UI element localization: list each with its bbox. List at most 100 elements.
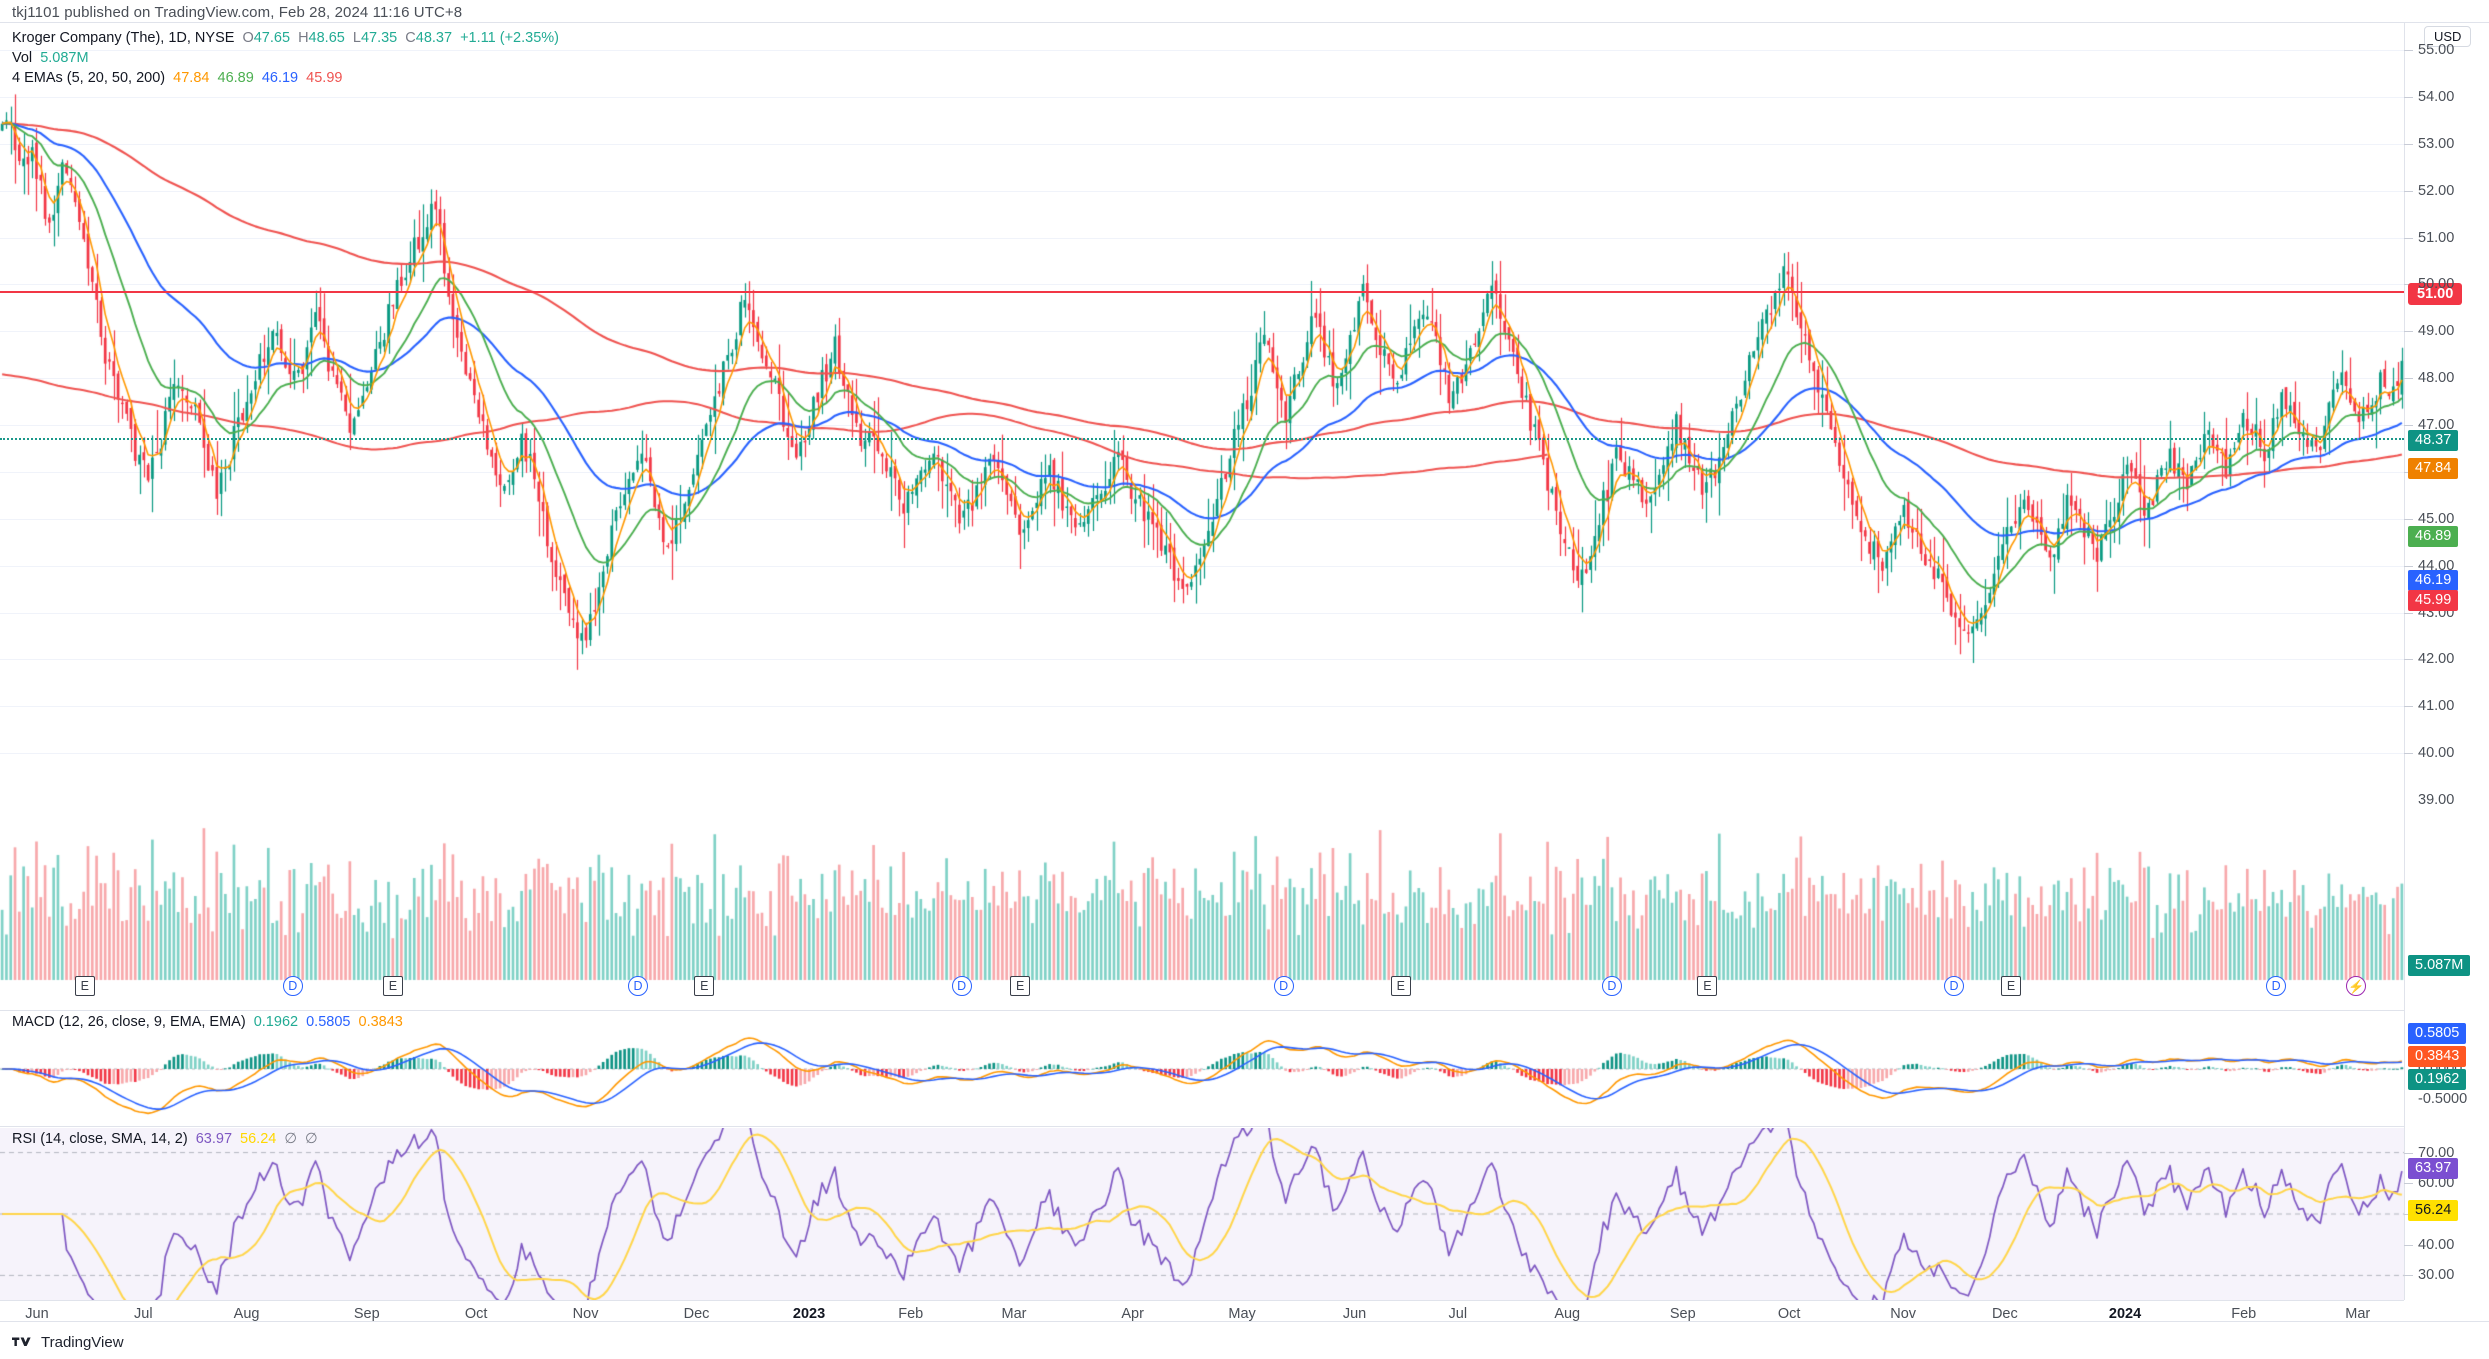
price-tick-label[interactable]: 42.00 <box>2418 651 2455 668</box>
time-tick-label[interactable]: Oct <box>464 1306 488 1322</box>
volume-legend[interactable]: Vol 5.087M <box>12 50 89 66</box>
rsi-ma-legend-value: 56.24 <box>240 1131 277 1147</box>
time-tick-label[interactable]: Sep <box>353 1306 380 1322</box>
time-tick-label[interactable]: Jun <box>1342 1306 1367 1322</box>
time-tick-label[interactable]: Feb <box>2231 1306 2257 1322</box>
rsi-tick-label[interactable]: 40.00 <box>2418 1236 2455 1253</box>
earnings-marker[interactable]: E <box>1010 976 1031 996</box>
dividend-marker[interactable]: D <box>1944 976 1965 996</box>
time-tick-label[interactable]: Mar <box>2345 1306 2371 1322</box>
ema20-legend-value: 46.89 <box>217 70 254 86</box>
price-tick-label[interactable]: 51.00 <box>2418 229 2455 246</box>
currency-chip[interactable]: USD <box>2424 26 2472 47</box>
price-tick-label[interactable]: 53.00 <box>2418 135 2455 152</box>
pane-separator-macd[interactable] <box>0 1010 2404 1011</box>
dividend-marker[interactable]: D <box>627 976 648 996</box>
price-tick-label[interactable]: 44.00 <box>2418 557 2455 574</box>
rsi-canvas[interactable] <box>0 1128 2404 1300</box>
rsi-legend[interactable]: RSI (14, close, SMA, 14, 2) 63.97 56.24 … <box>12 1131 318 1147</box>
dividend-marker[interactable]: D <box>1601 976 1622 996</box>
main-symbol-legend[interactable]: Kroger Company (The), 1D, NYSE O47.65 H4… <box>12 30 559 46</box>
time-tick-label[interactable]: Nov <box>572 1306 599 1322</box>
close-price-badge[interactable]: 48.37 <box>2408 430 2459 452</box>
time-tick-label[interactable]: Oct <box>1777 1306 1801 1322</box>
tick-mark <box>2404 378 2413 380</box>
rsi-ma-value-badge[interactable]: 56.24 <box>2408 1200 2459 1222</box>
price-tick-label[interactable]: 47.00 <box>2418 417 2455 434</box>
time-tick-label[interactable]: Feb <box>898 1306 924 1322</box>
earnings-marker[interactable]: E <box>2001 976 2022 996</box>
tick-mark <box>2404 1152 2413 1154</box>
macd-signal-badge[interactable]: 0.5805 <box>2408 1023 2467 1045</box>
macd-canvas[interactable] <box>0 1012 2404 1126</box>
macd-legend[interactable]: MACD (12, 26, close, 9, EMA, EMA) 0.1962… <box>12 1014 403 1030</box>
open-value: 47.65 <box>253 30 291 46</box>
rsi-value-badge[interactable]: 63.97 <box>2408 1158 2459 1180</box>
event-marker[interactable]: ⚡ <box>2346 976 2367 996</box>
rsi-lower-legend-value: ∅ <box>305 1131 318 1147</box>
time-tick-label[interactable]: Nov <box>1890 1306 1917 1322</box>
ema200-badge[interactable]: 45.99 <box>2408 590 2459 612</box>
time-tick-label[interactable]: 2023 <box>792 1306 826 1322</box>
volume-badge[interactable]: 5.087M <box>2408 955 2471 977</box>
time-tick-label[interactable]: May <box>1228 1306 1256 1322</box>
ema50-badge[interactable]: 46.19 <box>2408 570 2459 592</box>
time-axis[interactable]: Jun Jul Aug Sep Oct Nov Dec 2023 Feb Mar Apr May Jun… <box>0 1300 2404 1332</box>
time-tick-label[interactable]: Jul <box>134 1306 153 1322</box>
price-tick-label[interactable]: 52.00 <box>2418 182 2455 199</box>
earnings-marker[interactable]: E <box>694 976 715 996</box>
dividend-marker[interactable]: D <box>2266 976 2287 996</box>
time-tick-label[interactable]: Sep <box>1669 1306 1696 1322</box>
earnings-marker[interactable]: E <box>1390 976 1411 996</box>
time-tick-label[interactable]: Dec <box>1991 1306 2018 1322</box>
earnings-marker[interactable]: E <box>382 976 403 996</box>
close-value: 48.37 <box>415 30 453 46</box>
dividend-marker[interactable]: D <box>1273 976 1294 996</box>
time-tick-label[interactable]: Aug <box>1554 1306 1581 1322</box>
price-tick-label[interactable]: 41.00 <box>2418 698 2455 715</box>
time-tick-label[interactable]: Apr <box>1121 1306 1144 1322</box>
horizontal-ray-51[interactable] <box>0 291 2404 293</box>
price-tick-label[interactable]: 39.00 <box>2418 792 2455 808</box>
dividend-marker[interactable]: D <box>951 976 972 996</box>
time-tick-label[interactable]: Aug <box>233 1306 260 1322</box>
price-tick-label[interactable]: 45.00 <box>2418 510 2455 527</box>
time-tick-label[interactable]: Jun <box>25 1306 49 1322</box>
price-axis-separator <box>2404 22 2405 1300</box>
price-tick-label[interactable]: 55.00 <box>2418 42 2455 59</box>
ema20-badge[interactable]: 46.89 <box>2408 526 2459 548</box>
low-value: 47.35 <box>360 30 398 46</box>
symbol-label[interactable]: Kroger Company (The), 1D, NYSE <box>12 30 235 46</box>
price-tick-label[interactable]: 48.00 <box>2418 370 2455 387</box>
macd-tick-label[interactable]: -0.5000 <box>2418 1091 2468 1107</box>
rsi-tick-label[interactable]: 30.00 <box>2418 1267 2455 1284</box>
price-tick-label[interactable]: 40.00 <box>2418 745 2455 762</box>
price-tick-label[interactable]: 50.00 <box>2418 276 2455 293</box>
earnings-marker[interactable]: E <box>1697 976 1718 996</box>
time-tick-label[interactable]: 2024 <box>2108 1306 2142 1322</box>
tick-mark <box>2404 518 2413 520</box>
rsi-tick-label[interactable]: 60.00 <box>2418 1175 2455 1192</box>
time-tick-label[interactable]: Dec <box>683 1306 710 1322</box>
high-label: H <box>298 30 309 46</box>
high-value: 48.65 <box>308 30 345 46</box>
dividend-marker[interactable]: D <box>282 976 303 996</box>
time-tick-label[interactable]: Jul <box>1448 1306 1468 1322</box>
price-candlestick-canvas[interactable] <box>0 22 2404 800</box>
price-tick-label[interactable]: 54.00 <box>2418 88 2455 105</box>
tick-mark <box>2404 425 2413 427</box>
rsi-legend-label: RSI (14, close, SMA, 14, 2) <box>12 1131 188 1147</box>
volume-histogram-canvas[interactable] <box>0 800 2404 1010</box>
rsi-tick-label[interactable]: 70.00 <box>2418 1144 2455 1161</box>
macd-histogram-badge[interactable]: 0.1962 <box>2408 1069 2467 1091</box>
ema5-badge[interactable]: 47.84 <box>2408 458 2459 480</box>
ema-legend[interactable]: 4 EMAs (5, 20, 50, 200) 47.84 46.89 46.1… <box>12 70 342 86</box>
close-label: C <box>405 30 416 46</box>
earnings-marker[interactable]: E <box>74 976 95 996</box>
pane-separator-rsi[interactable] <box>0 1126 2404 1127</box>
time-tick-label[interactable]: Mar <box>1001 1306 1027 1322</box>
macd-line-badge[interactable]: 0.3843 <box>2408 1046 2467 1068</box>
price-tick-label[interactable]: 49.00 <box>2418 323 2455 340</box>
horizontal-ray-price-badge[interactable]: 51.00 <box>2408 283 2463 305</box>
tick-mark <box>2404 331 2413 333</box>
